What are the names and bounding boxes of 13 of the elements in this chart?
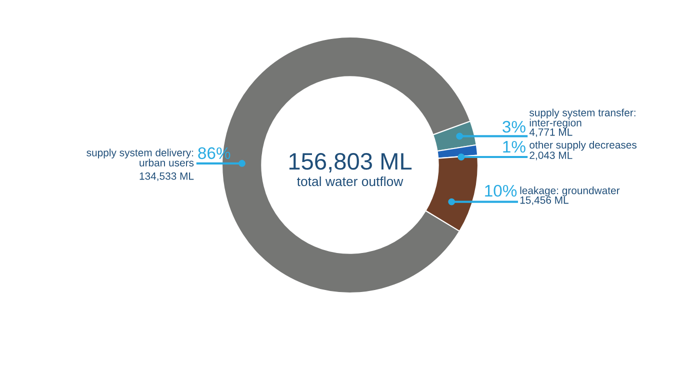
data-label: 134,533 ML (140, 172, 194, 182)
data-label: 15,456 ML (520, 196, 568, 206)
text: 1% (503, 140, 526, 153)
slice-label: supply system delivery: urban users (86, 148, 194, 166)
data-label: 2,043 ML (530, 152, 572, 160)
slice-label: other supply decreases (530, 140, 637, 151)
slice-label: supply system transfer: inter-region (529, 108, 636, 128)
text: 3% (502, 120, 526, 133)
text: 10% (485, 184, 517, 197)
data-label: 4,771 ML (529, 128, 572, 138)
slice-label: leakage: groundwater (520, 186, 620, 196)
text: total water outflow (297, 176, 404, 186)
text: 156,803 ML (289, 153, 412, 173)
